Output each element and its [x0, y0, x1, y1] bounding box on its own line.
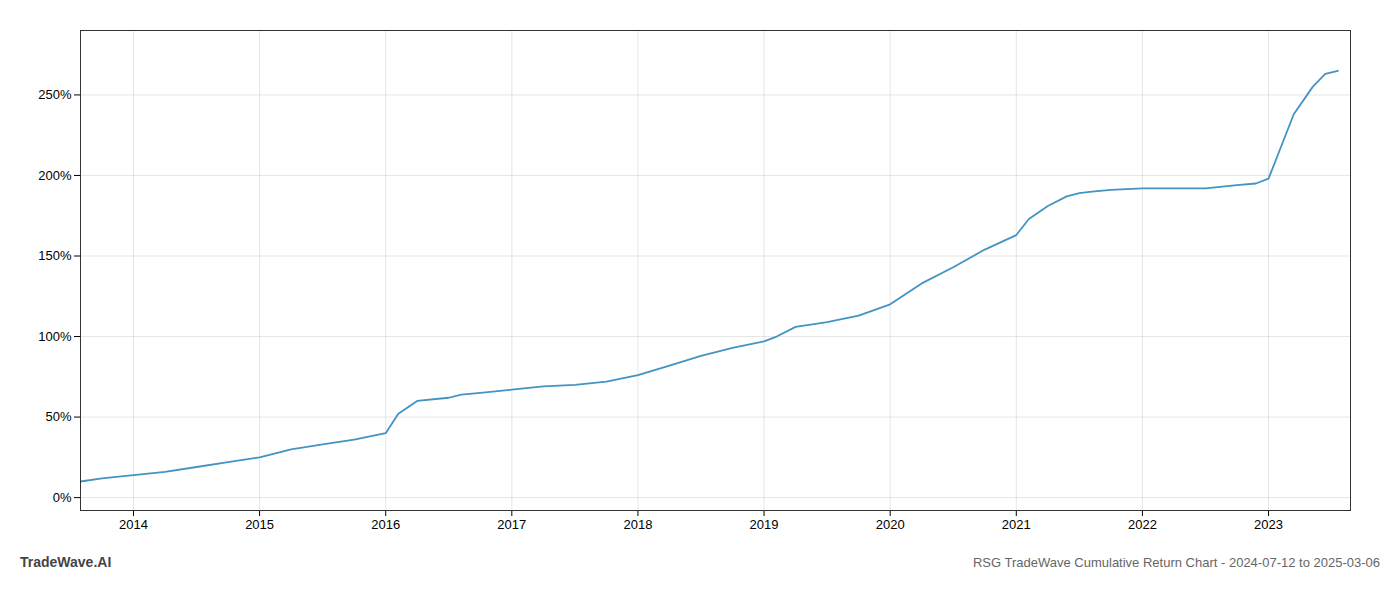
svg-text:2014: 2014 — [119, 517, 148, 532]
svg-text:2023: 2023 — [1254, 517, 1283, 532]
svg-text:250%: 250% — [38, 87, 72, 102]
svg-text:2020: 2020 — [876, 517, 905, 532]
svg-text:2015: 2015 — [245, 517, 274, 532]
svg-text:2022: 2022 — [1128, 517, 1157, 532]
svg-text:100%: 100% — [38, 329, 72, 344]
svg-text:0%: 0% — [53, 490, 72, 505]
svg-text:2021: 2021 — [1002, 517, 1031, 532]
svg-text:2016: 2016 — [371, 517, 400, 532]
html-text:RSG TradeWave Cumulative Retur: RSG TradeWave Cumulative Return Chart - … — [972, 555, 1380, 570]
svg-text:50%: 50% — [45, 409, 71, 424]
svg-text:2019: 2019 — [750, 517, 779, 532]
svg-text:200%: 200% — [38, 168, 72, 183]
svg-text:2017: 2017 — [497, 517, 526, 532]
svg-text:150%: 150% — [38, 248, 72, 263]
svg-text:2018: 2018 — [623, 517, 652, 532]
html-text:TradeWave.AI: TradeWave.AI — [20, 554, 112, 570]
